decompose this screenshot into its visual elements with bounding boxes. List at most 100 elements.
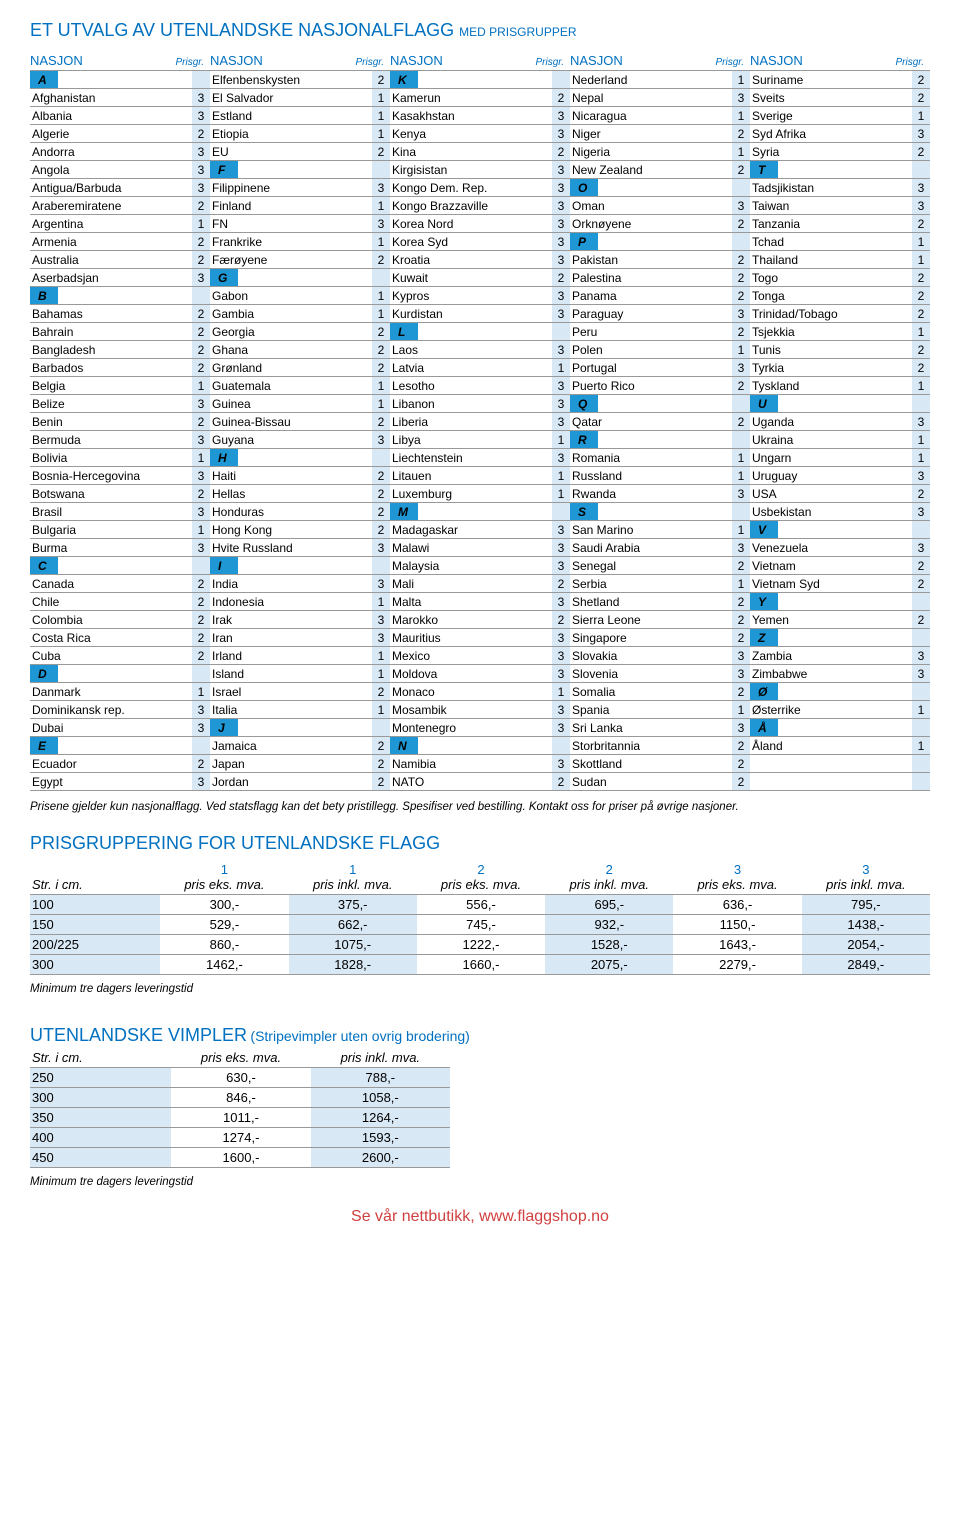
price-type-label: pris eks. mva. — [160, 877, 288, 892]
nation-name: Brasil — [30, 505, 192, 519]
nation-row: Storbritannia2 — [570, 737, 750, 755]
nation-row: Tunis2 — [750, 341, 930, 359]
nation-name: Ukraina — [750, 433, 912, 447]
nation-row: Andorra3 — [30, 143, 210, 161]
nation-name: Kamerun — [390, 91, 552, 105]
price-group-cell: 2 — [372, 737, 390, 754]
price-cell: 1643,- — [673, 937, 801, 952]
nation-name: Venezuela — [750, 541, 912, 555]
header-nation-label: NASJON — [30, 53, 83, 68]
price-group-cell: 2 — [732, 557, 750, 574]
nation-row: Libanon3 — [390, 395, 570, 413]
letter-divider: Z — [750, 629, 778, 646]
price-group-cell: 3 — [372, 179, 390, 196]
nation-row: Belize3 — [30, 395, 210, 413]
nation-row: Uganda3 — [750, 413, 930, 431]
price-group-cell: 3 — [912, 503, 930, 520]
nation-row: T — [750, 161, 930, 179]
nation-row: Irak3 — [210, 611, 390, 629]
nation-row: S — [570, 503, 750, 521]
nation-name: Guinea — [210, 397, 372, 411]
nation-row: Malawi3 — [390, 539, 570, 557]
nation-name: Finland — [210, 199, 372, 213]
price-type-label: pris inkl. mva. — [802, 877, 930, 892]
vimpler-row: 4501600,-2600,- — [30, 1148, 450, 1168]
vimpler-size: 450 — [30, 1148, 171, 1167]
nation-name: Peru — [570, 325, 732, 339]
nation-row: Montenegro3 — [390, 719, 570, 737]
vimpler-size: 350 — [30, 1108, 171, 1127]
nation-row: Jordan2 — [210, 773, 390, 791]
price-group-cell: 2 — [372, 341, 390, 358]
price-cell: 2849,- — [802, 955, 930, 974]
nation-row: Tyrkia2 — [750, 359, 930, 377]
price-group-cell: 3 — [912, 539, 930, 556]
nation-name: Trinidad/Tobago — [750, 307, 912, 321]
price-group-cell: 1 — [912, 107, 930, 124]
price-cell: 1075,- — [289, 935, 417, 954]
nation-row: Island1 — [210, 665, 390, 683]
nation-row: Vietnam Syd2 — [750, 575, 930, 593]
nation-name: Haiti — [210, 469, 372, 483]
price-group-cell: 2 — [372, 773, 390, 790]
nation-row: D — [30, 665, 210, 683]
vimpler-eks: 1600,- — [171, 1150, 310, 1165]
nation-row: Slovakia3 — [570, 647, 750, 665]
vimpler-section: UTENLANDSKE VIMPLER (Stripevimpler uten … — [30, 1025, 930, 1188]
price-section-title: PRISGRUPPERING FOR UTENLANDSKE FLAGG — [30, 833, 930, 854]
letter-divider: B — [30, 287, 58, 304]
price-group-cell: 2 — [192, 197, 210, 214]
nation-name: Barbados — [30, 361, 192, 375]
nation-row: Bolivia1 — [30, 449, 210, 467]
nation-row: Taiwan3 — [750, 197, 930, 215]
price-group-cell: 2 — [372, 143, 390, 160]
nation-row: Kongo Brazzaville3 — [390, 197, 570, 215]
nation-name: Zimbabwe — [750, 667, 912, 681]
nation-name: Zambia — [750, 649, 912, 663]
price-group-cell: 3 — [192, 179, 210, 196]
nation-row: Chile2 — [30, 593, 210, 611]
vimpler-eks: 1011,- — [171, 1110, 310, 1125]
nation-name: Uganda — [750, 415, 912, 429]
vimpler-size: 300 — [30, 1088, 171, 1107]
price-group-cell: 3 — [192, 467, 210, 484]
nation-row: Kamerun2 — [390, 89, 570, 107]
price-cell: 1660,- — [417, 957, 545, 972]
nation-name: Tchad — [750, 235, 912, 249]
nation-name: Nicaragua — [570, 109, 732, 123]
vimpler-sub-header: Str. i cm.pris eks. mva.pris inkl. mva. — [30, 1050, 450, 1068]
nation-row: Yemen2 — [750, 611, 930, 629]
price-group-cell: 2 — [732, 251, 750, 268]
price-group-cell: 2 — [732, 161, 750, 178]
nations-column: Suriname2Sveits2Sverige1Syd Afrika3Syria… — [750, 71, 930, 791]
nation-name: Antigua/Barbuda — [30, 181, 192, 195]
nation-name: Slovenia — [570, 667, 732, 681]
price-group-cell: 3 — [192, 431, 210, 448]
nation-name: Kina — [390, 145, 552, 159]
price-group-cell: 1 — [732, 575, 750, 592]
nation-name: Danmark — [30, 685, 192, 699]
nation-name: Portugal — [570, 361, 732, 375]
nation-name: Puerto Rico — [570, 379, 732, 393]
price-group-cell: 2 — [192, 323, 210, 340]
letter-divider: I — [210, 557, 238, 574]
nation-name: Syria — [750, 145, 912, 159]
price-cell: 745,- — [417, 917, 545, 932]
price-group-cell: 3 — [192, 539, 210, 556]
price-group-cell: 1 — [192, 683, 210, 700]
price-group-cell: 1 — [732, 521, 750, 538]
nation-row: Zambia3 — [750, 647, 930, 665]
price-group-cell: 2 — [192, 233, 210, 250]
price-group-cell: 2 — [372, 413, 390, 430]
nation-name: Afghanistan — [30, 91, 192, 105]
nation-name: Yemen — [750, 613, 912, 627]
nation-name: Chile — [30, 595, 192, 609]
price-group-cell: 2 — [552, 89, 570, 106]
nation-name: Kongo Brazzaville — [390, 199, 552, 213]
price-group-cell: 2 — [732, 611, 750, 628]
letter-divider: J — [210, 719, 238, 736]
price-cell: 1828,- — [289, 955, 417, 974]
nation-name: Georgia — [210, 325, 372, 339]
size-cell: 200/225 — [30, 935, 160, 954]
nation-row: Iran3 — [210, 629, 390, 647]
